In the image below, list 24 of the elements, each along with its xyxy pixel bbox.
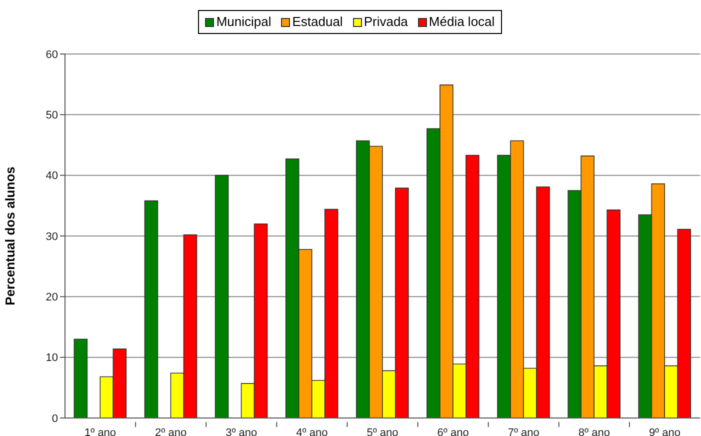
x-tick-label: 6º ano — [437, 427, 469, 436]
y-tick-label: 20 — [46, 292, 58, 304]
legend-label: Municipal — [216, 14, 272, 30]
legend-label: Estadual — [292, 14, 343, 30]
x-tick-label: 9º ano — [648, 427, 680, 436]
x-tick-label: 8º ano — [578, 427, 610, 436]
x-tick-label: 5º ano — [366, 427, 398, 436]
y-axis-title: Percentual dos alunos — [2, 166, 18, 306]
y-tick-label: 0 — [52, 412, 58, 425]
x-tick-label: 7º ano — [508, 427, 540, 436]
bar — [74, 338, 88, 418]
y-tick-label: 60 — [46, 48, 58, 61]
legend-label: Privada — [364, 14, 408, 30]
legend-label: Média local — [428, 14, 495, 30]
y-tick-label: 10 — [46, 352, 58, 364]
x-tick-label: 4º ano — [296, 427, 328, 436]
x-tick-label: 1º ano — [84, 427, 116, 436]
bar — [144, 200, 158, 418]
y-tick-label: 50 — [46, 110, 58, 122]
y-tick-label: 30 — [46, 230, 58, 243]
bar — [214, 174, 229, 418]
x-tick-label: 3º ano — [226, 427, 258, 436]
y-tick-label: 40 — [46, 170, 58, 182]
x-tick-label: 2º ano — [155, 427, 187, 436]
